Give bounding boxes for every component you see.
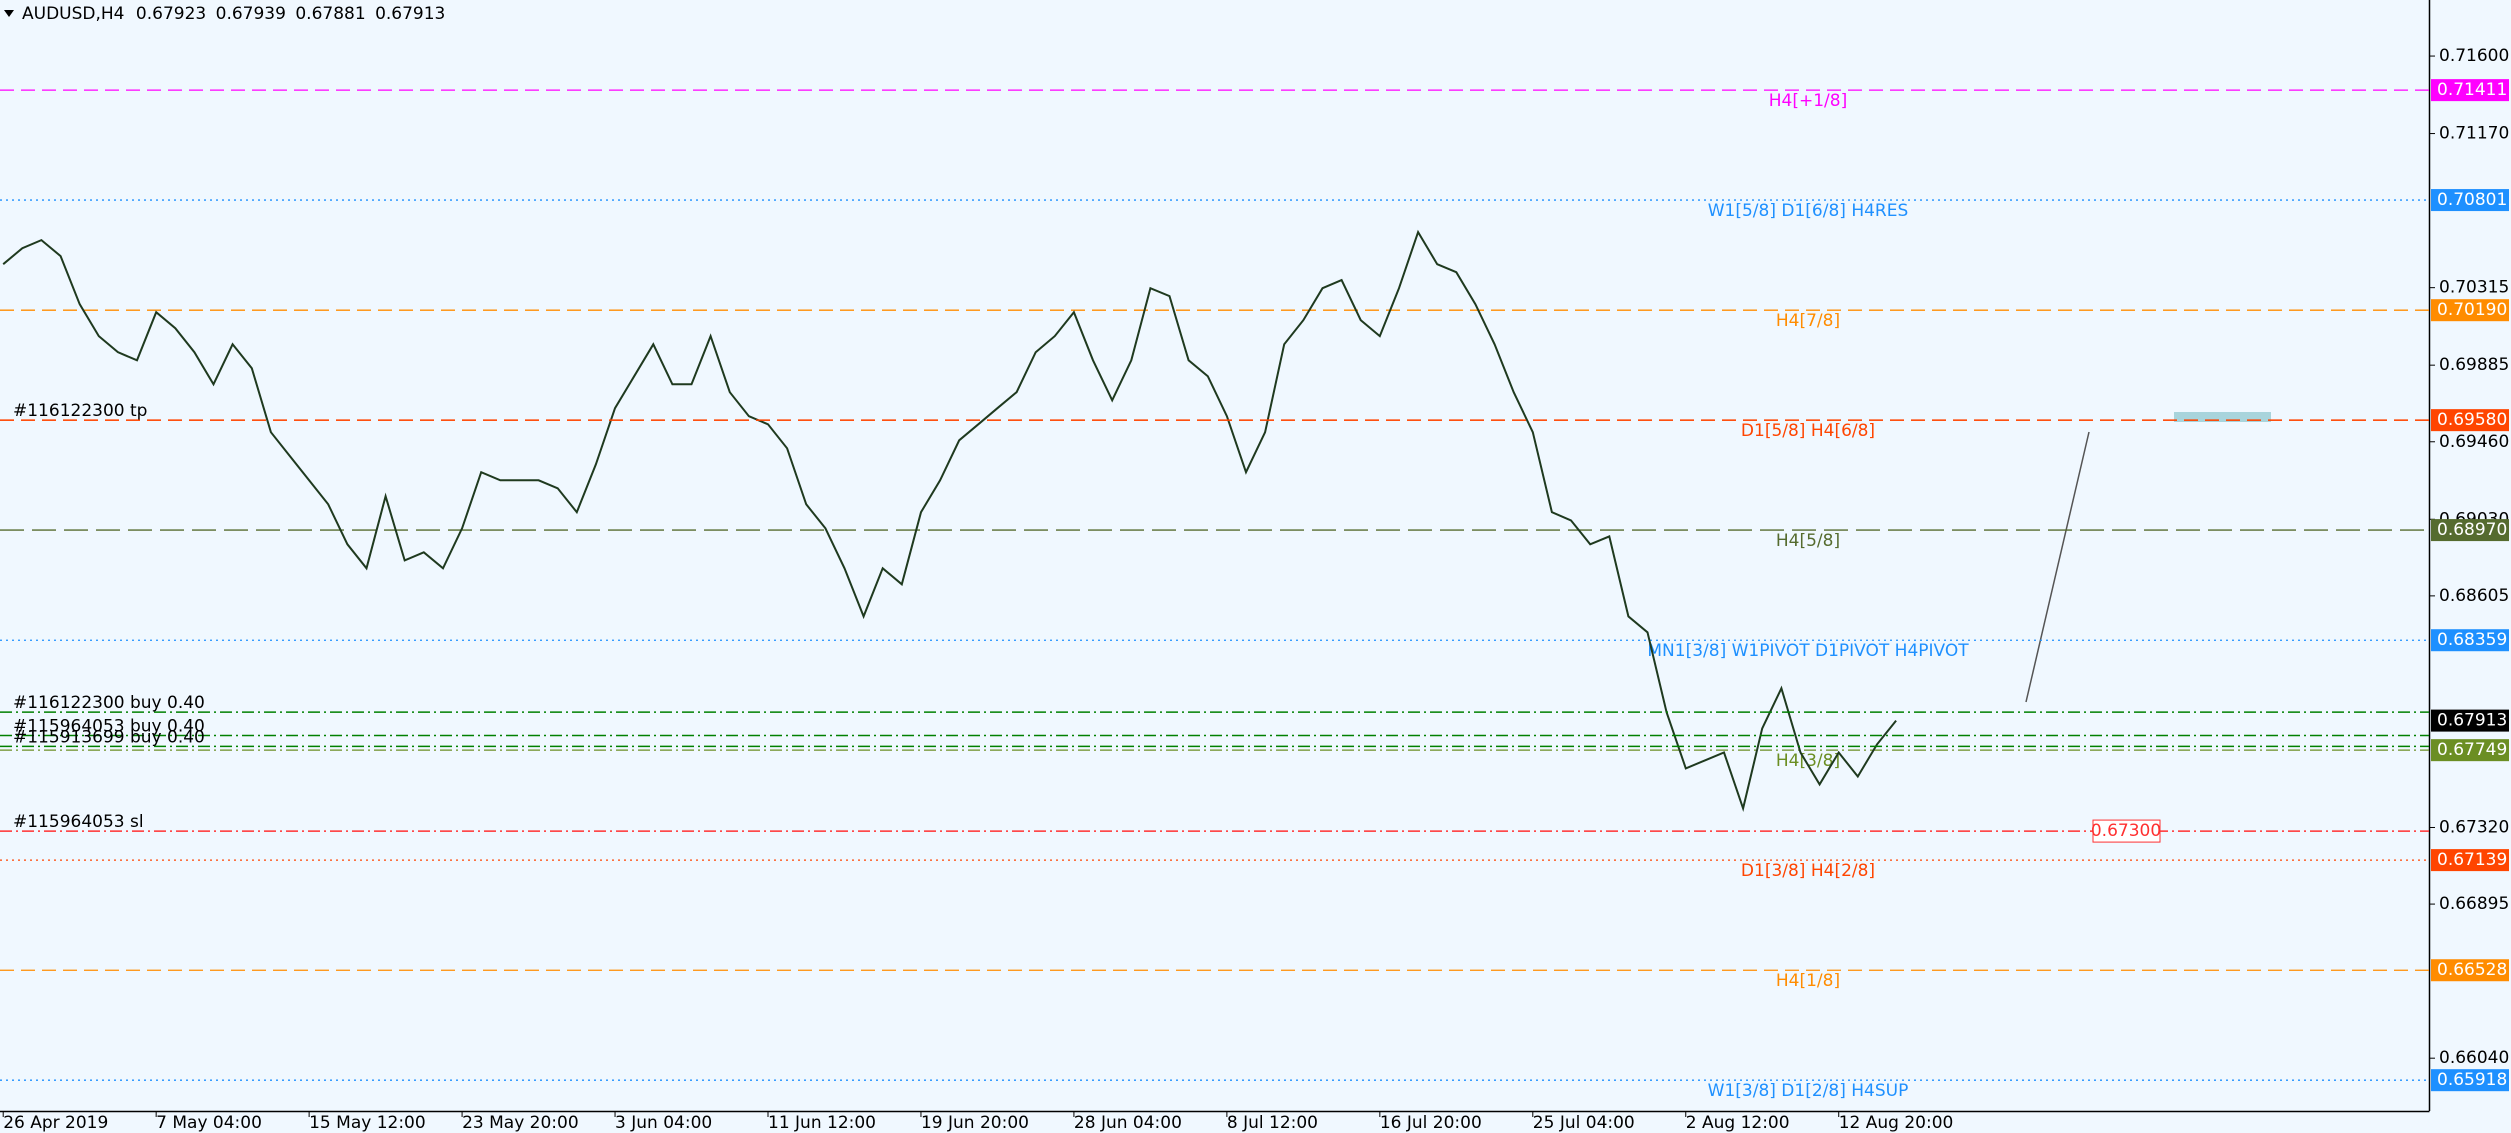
y-tick-label: 0.71600 (2439, 46, 2509, 66)
price-box (2431, 629, 2509, 652)
price-box (2431, 849, 2509, 872)
order-price-box (2092, 819, 2161, 843)
high-price: 0.67939 (216, 4, 286, 24)
level-label: W1[5/8] D1[6/8] H4RES (1708, 201, 1909, 221)
y-tick-label: 0.69885 (2439, 355, 2509, 375)
order-price-label: 0.67300 (2091, 821, 2161, 841)
x-tick-label: 7 May 04:00 (156, 1113, 262, 1133)
level-label: H4[1/8] (1776, 971, 1840, 991)
price-box (2431, 79, 2509, 102)
x-tick-label: 8 Jul 12:00 (1227, 1113, 1318, 1133)
price-box-label: 0.68970 (2437, 520, 2507, 540)
price-box-label: 0.70801 (2437, 190, 2507, 210)
x-tick-label: 15 May 12:00 (309, 1113, 426, 1133)
x-tick-label: 25 Jul 04:00 (1533, 1113, 1635, 1133)
price-box (2431, 1069, 2509, 1092)
price-line (2, 229, 1897, 812)
price-box-label: 0.70190 (2437, 300, 2507, 320)
trend-line (2025, 431, 2090, 703)
order-label: #115964053 sl (13, 812, 144, 832)
x-tick-label: 19 Jun 20:00 (921, 1113, 1029, 1133)
x-tick-label: 12 Aug 20:00 (1839, 1113, 1954, 1133)
price-box-label: 0.68359 (2437, 630, 2507, 650)
y-tick-label: 0.70315 (2439, 278, 2509, 298)
order-label: #116122300 tp (13, 401, 147, 421)
price-box (2431, 519, 2509, 542)
price-box (2431, 739, 2509, 762)
x-tick-label: 16 Jul 20:00 (1380, 1113, 1482, 1133)
price-box (2431, 189, 2509, 212)
x-tick-label: 26 Apr 2019 (3, 1113, 108, 1133)
level-label: MN1[3/8] W1PIVOT D1PIVOT H4PIVOT (1647, 641, 1969, 661)
level-label: H4[7/8] (1776, 311, 1840, 331)
price-box (2431, 959, 2509, 982)
price-box-label: 0.69580 (2437, 410, 2507, 430)
x-tick-label: 11 Jun 12:00 (768, 1113, 876, 1133)
price-box-label: 0.71411 (2437, 80, 2507, 100)
level-label: H4[5/8] (1776, 531, 1840, 551)
y-tick-label: 0.71170 (2439, 124, 2509, 144)
last-price-box (2431, 709, 2509, 732)
x-tick-label: 23 May 20:00 (462, 1113, 579, 1133)
symbol: AUDUSD,H4 (22, 4, 125, 24)
price-box-label: 0.67139 (2437, 850, 2507, 870)
order-label: #116122300 buy 0.40 (13, 693, 205, 713)
level-label: H4[3/8] (1776, 751, 1840, 771)
order-label: #115913699 buy 0.40 (13, 727, 205, 747)
price-box-label: 0.67749 (2437, 740, 2507, 760)
low-price: 0.67881 (295, 4, 365, 24)
y-tick-label: 0.69460 (2439, 432, 2509, 452)
zone-box (2174, 412, 2271, 422)
level-label: D1[5/8] H4[6/8] (1741, 421, 1875, 441)
menu-arrow[interactable] (4, 10, 14, 17)
y-tick-label: 0.66895 (2439, 894, 2509, 914)
price-box (2431, 409, 2509, 432)
level-label: D1[3/8] H4[2/8] (1741, 861, 1875, 881)
x-tick-label: 2 Aug 12:00 (1686, 1113, 1790, 1133)
price-box-label: 0.65918 (2437, 1070, 2507, 1090)
y-tick-label: 0.68605 (2439, 586, 2509, 606)
order-label: #115964053 buy 0.40 (13, 717, 205, 737)
price-box-label: 0.66528 (2437, 960, 2507, 980)
open-price: 0.67923 (136, 4, 206, 24)
chart-header: AUDUSD,H4 0.67923 0.67939 0.67881 0.6791… (22, 4, 445, 24)
level-label: H4[+1/8] (1769, 91, 1847, 111)
y-tick-label: 0.67320 (2439, 817, 2509, 837)
level-label: W1[3/8] D1[2/8] H4SUP (1708, 1081, 1909, 1101)
last-price-label: 0.67913 (2437, 711, 2507, 731)
close-price: 0.67913 (375, 4, 445, 24)
price-box (2431, 299, 2509, 322)
x-tick-label: 28 Jun 04:00 (1074, 1113, 1182, 1133)
y-tick-label: 0.66040 (2439, 1048, 2509, 1068)
x-tick-label: 3 Jun 04:00 (615, 1113, 712, 1133)
